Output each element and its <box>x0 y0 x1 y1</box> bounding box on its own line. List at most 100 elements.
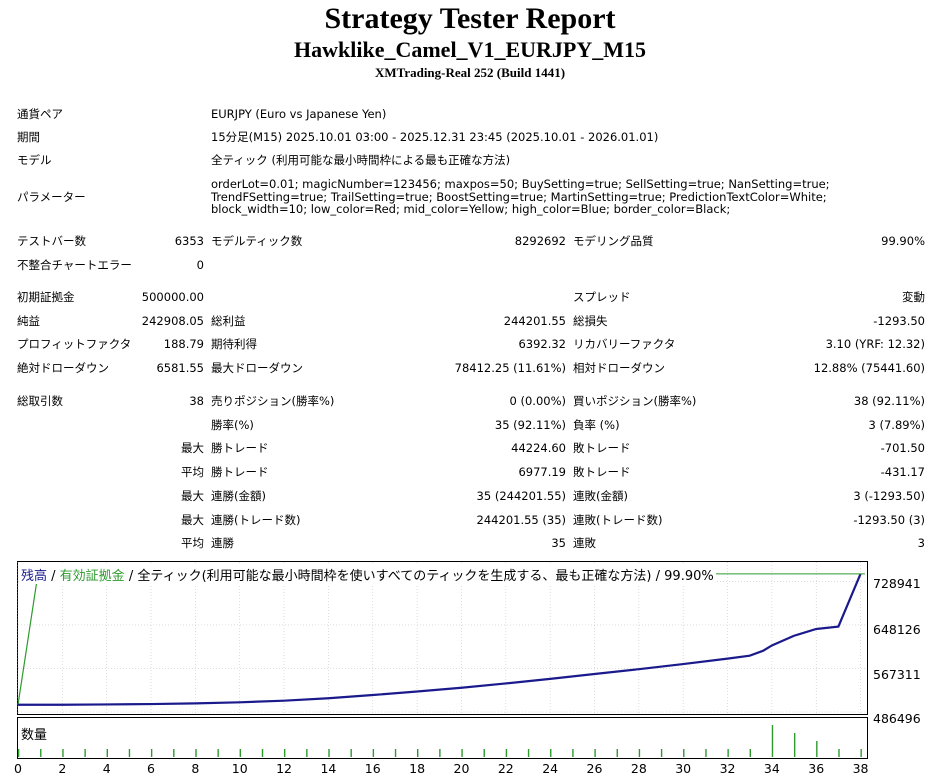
gross-profit-value: 244201.55 <box>503 314 566 328</box>
errors-label: 不整合チャートエラー <box>17 258 132 272</box>
volume-bar <box>572 749 574 757</box>
x-tick-label: 12 <box>276 761 293 776</box>
avg-loss-label: 敗トレード <box>573 465 631 479</box>
volume-bar <box>749 749 752 757</box>
volume-bar <box>483 749 485 757</box>
x-tick-label: 24 <box>542 761 559 776</box>
main-plot-frame <box>17 561 868 715</box>
abs-dd-value: 6581.55 <box>156 361 204 375</box>
long-label: 買いポジション(勝率%) <box>573 394 697 408</box>
quality-value: 99.90% <box>881 234 925 248</box>
quality-label: モデリング品質 <box>573 234 654 248</box>
balance-line <box>18 573 862 706</box>
volume-bar <box>461 749 463 757</box>
bars-value: 6353 <box>174 234 204 248</box>
loss-rate-label: 負率 (%) <box>573 418 620 432</box>
volume-bar <box>283 749 286 757</box>
volume-bar <box>217 749 219 757</box>
avg-word-2: 平均 <box>181 536 204 550</box>
y-tick-label: 486496 <box>873 711 921 726</box>
volume-bar <box>239 749 242 757</box>
x-tick-label: 36 <box>808 761 825 776</box>
period-label: 期間 <box>17 130 40 144</box>
max-word: 最大 <box>181 441 204 455</box>
cons-loss-cnt-label: 連敗(トレード数) <box>573 513 663 527</box>
volume-bar <box>860 749 862 757</box>
deposit-value: 500000.00 <box>141 290 204 304</box>
volume-bar <box>150 749 153 757</box>
x-tick-label: 16 <box>364 761 381 776</box>
legend-sep-2: / <box>124 569 138 584</box>
pf-label: プロフィットファクタ <box>17 337 132 351</box>
x-tick-label: 6 <box>147 761 156 776</box>
avg-word: 平均 <box>181 465 204 479</box>
volume-bar <box>838 749 840 757</box>
avg-loss-value: -431.17 <box>880 465 925 479</box>
payoff-value: 6392.32 <box>518 337 566 351</box>
report-subtitle: Hawklike_Camel_V1_EURJPY_M15 <box>294 37 646 62</box>
params-label: パラメーター <box>17 190 86 204</box>
trades-label: 総取引数 <box>17 394 63 408</box>
volume-bar <box>306 749 308 757</box>
legend-sep-3: / <box>651 569 665 584</box>
legend-model: 全ティック(利用可能な最小時間枠を使いすべてのティックを生成する、最も正確な方法… <box>137 569 652 584</box>
volume-bar <box>439 749 441 757</box>
volume-bar <box>638 749 641 757</box>
chart-legend: 残高 / 有効証拠金 / 全ティック(利用可能な最小時間枠を使いすべてのティック… <box>21 565 716 584</box>
server-build: XMTrading-Real 252 (Build 1441) <box>374 65 566 80</box>
symbol-label: 通貨ペア <box>17 107 63 121</box>
max-win-label: 勝トレード <box>211 441 269 455</box>
volume-bar <box>505 749 508 757</box>
max-dd-value: 78412.25 (11.61%) <box>454 361 566 375</box>
volume-bar <box>594 749 596 757</box>
short-label: 売りポジション(勝率%) <box>211 394 335 408</box>
params-value: orderLot=0.01; magicNumber=123456; maxpo… <box>211 177 830 216</box>
balance-chart <box>17 561 868 759</box>
volume-bar <box>771 725 774 757</box>
volume-bar <box>660 749 663 757</box>
volume-bar <box>84 749 86 757</box>
volume-bar <box>727 749 729 757</box>
avg-win-label: 勝トレード <box>211 465 269 479</box>
volume-bar <box>616 749 618 757</box>
cons-loss-amt-label: 連敗(金額) <box>573 489 628 503</box>
volume-bar <box>372 749 375 757</box>
ticks-label: モデルティック数 <box>211 234 303 248</box>
volume-bar <box>195 749 197 757</box>
bars-label: テストバー数 <box>17 234 86 248</box>
x-tick-label: 20 <box>453 761 470 776</box>
max-word-3: 最大 <box>181 513 204 527</box>
rel-dd-label: 相対ドローダウン <box>573 361 665 375</box>
abs-dd-label: 絶対ドローダウン <box>17 361 109 375</box>
model-label: モデル <box>17 153 52 167</box>
x-tick-label: 38 <box>852 761 869 776</box>
cons-win-cnt-value: 244201.55 (35) <box>476 513 566 527</box>
cons-loss-cnt-value: -1293.50 (3) <box>853 513 925 527</box>
max-dd-label: 最大ドローダウン <box>211 361 303 375</box>
volume-bar <box>550 749 552 757</box>
volume-bar <box>683 749 685 757</box>
win-rate-label: 勝率(%) <box>211 418 254 432</box>
x-tick-label: 0 <box>14 761 22 776</box>
y-tick-label: 648126 <box>873 622 921 637</box>
errors-value: 0 <box>196 258 204 272</box>
legend-sep-1: / <box>47 569 60 584</box>
x-tick-label: 18 <box>409 761 426 776</box>
max-word-2: 最大 <box>181 489 204 503</box>
volume-bar <box>62 749 64 757</box>
volume-bar <box>173 749 175 757</box>
max-loss-value: -701.50 <box>880 441 925 455</box>
spread-label: スプレッド <box>573 290 631 304</box>
trades-value: 38 <box>189 394 204 408</box>
x-tick-label: 4 <box>102 761 111 776</box>
x-tick-label: 8 <box>191 761 200 776</box>
x-tick-label: 32 <box>719 761 736 776</box>
volume-bar <box>261 749 264 757</box>
x-tick-label: 22 <box>497 761 514 776</box>
volume-bar <box>527 749 530 757</box>
recovery-label: リカバリーファクタ <box>573 337 676 351</box>
y-tick-label: 567311 <box>873 667 921 682</box>
report-title: Strategy Tester Report <box>324 2 616 35</box>
max-loss-label: 敗トレード <box>573 441 631 455</box>
short-value: 0 (0.00%) <box>509 394 566 408</box>
